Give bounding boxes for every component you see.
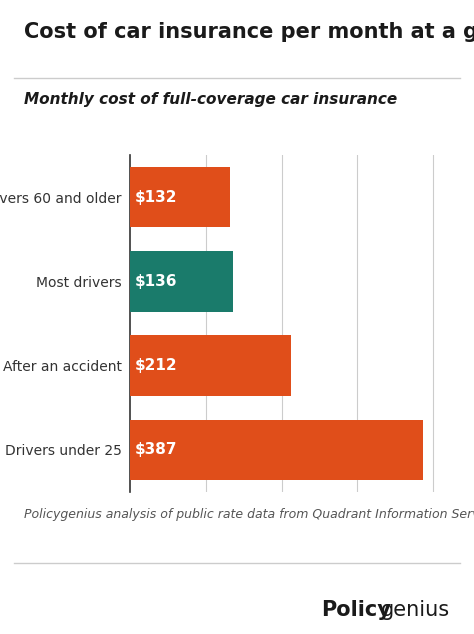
Text: Monthly cost of full-coverage car insurance: Monthly cost of full-coverage car insura… <box>24 92 397 107</box>
Bar <box>130 251 233 312</box>
Text: genius: genius <box>381 600 450 620</box>
Text: Policy: Policy <box>321 600 391 620</box>
Text: $212: $212 <box>135 358 177 373</box>
Text: $387: $387 <box>135 443 177 457</box>
Bar <box>130 335 291 396</box>
Text: Cost of car insurance per month at a glance: Cost of car insurance per month at a gla… <box>24 22 474 42</box>
Text: Policygenius analysis of public rate data from Quadrant Information Services: Policygenius analysis of public rate dat… <box>24 508 474 521</box>
Text: $136: $136 <box>135 274 177 289</box>
Text: $132: $132 <box>135 190 177 205</box>
Bar <box>130 420 423 480</box>
Bar <box>130 167 230 228</box>
